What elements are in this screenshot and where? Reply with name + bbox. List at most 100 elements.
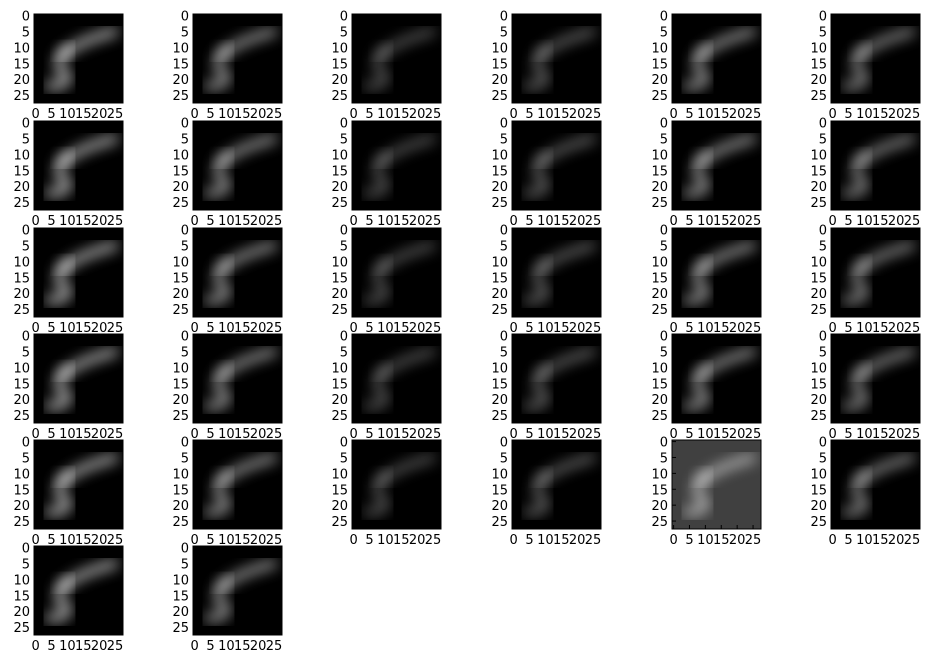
y-tick-label: 5 xyxy=(660,239,668,254)
x-tick-label: 0 xyxy=(669,107,677,122)
x-tick-label: 5 xyxy=(47,427,55,442)
x-tick-label: 25 xyxy=(904,107,921,122)
x-tick-label: 25 xyxy=(107,427,124,442)
x-tick-label: 0 xyxy=(190,214,198,229)
y-tick-label: 20 xyxy=(810,499,827,514)
x-tick-label: 5 xyxy=(685,533,693,548)
y-tick-label: 25 xyxy=(13,196,30,211)
stroke-group xyxy=(363,454,436,515)
y-tick-label: 20 xyxy=(172,73,189,88)
panel-image-background xyxy=(672,228,761,317)
x-tick-label: 10 xyxy=(537,427,554,442)
y-tick-label: 15 xyxy=(331,57,348,72)
y-tick-label: 25 xyxy=(331,409,348,424)
x-tick-label: 20 xyxy=(409,214,426,229)
x-tick-label: 15 xyxy=(234,321,251,336)
y-tick-label: 25 xyxy=(13,89,30,104)
x-tick-label: 0 xyxy=(828,427,836,442)
x-tick-label: 15 xyxy=(713,427,730,442)
x-tick-label: 15 xyxy=(872,533,889,548)
panel-frame xyxy=(671,439,762,530)
x-tick-label: 0 xyxy=(828,107,836,122)
stroke-mark xyxy=(523,44,552,89)
y-tick-label: 5 xyxy=(181,451,189,466)
y-tick-label: 5 xyxy=(500,451,508,466)
x-tick-label: 5 xyxy=(47,214,55,229)
y-tick-label: 15 xyxy=(172,57,189,72)
stroke-mark xyxy=(44,257,75,304)
y-tick-label: 20 xyxy=(331,393,348,408)
stroke-mark xyxy=(523,470,552,515)
x-tick-label: 20 xyxy=(250,107,267,122)
x-tick-label: 10 xyxy=(377,107,394,122)
y-tick-label: 10 xyxy=(172,41,189,56)
panel-frame xyxy=(33,545,124,636)
x-tick-label: 15 xyxy=(75,639,92,654)
panel-image-background xyxy=(34,228,123,317)
y-tick-label: 25 xyxy=(810,409,827,424)
y-tick-label: 10 xyxy=(172,361,189,376)
y-tick-label: 15 xyxy=(491,271,508,286)
x-tick-label: 25 xyxy=(425,533,442,548)
x-tick-label: 5 xyxy=(47,639,55,654)
y-tick-label: 0 xyxy=(660,330,668,345)
stroke-mark xyxy=(44,43,75,90)
y-tick-label: 15 xyxy=(331,271,348,286)
stroke-mark xyxy=(683,44,712,90)
x-tick-label: 25 xyxy=(107,533,124,548)
y-tick-label: 15 xyxy=(651,164,668,179)
panel-image-background xyxy=(831,228,920,317)
y-tick-label: 0 xyxy=(22,10,30,25)
y-tick-label: 20 xyxy=(331,180,348,195)
x-tick-label: 5 xyxy=(525,427,533,442)
x-tick-label: 0 xyxy=(31,639,39,654)
y-tick-label: 10 xyxy=(331,361,348,376)
y-tick-label: 15 xyxy=(13,271,30,286)
x-tick-label: 5 xyxy=(844,321,852,336)
x-tick-label: 10 xyxy=(697,427,714,442)
x-tick-label: 0 xyxy=(349,321,357,336)
x-tick-label: 20 xyxy=(250,427,267,442)
y-tick-label: 10 xyxy=(810,41,827,56)
y-tick-label: 0 xyxy=(22,224,30,239)
panel-frame xyxy=(192,333,283,424)
x-tick-label: 25 xyxy=(745,214,762,229)
y-tick-label: 10 xyxy=(651,467,668,482)
x-tick-label: 0 xyxy=(31,427,39,442)
y-tick-label: 15 xyxy=(810,271,827,286)
x-tick-label: 25 xyxy=(745,321,762,336)
y-tick-label: 0 xyxy=(660,117,668,132)
panel-frame xyxy=(830,227,921,318)
y-tick-label: 20 xyxy=(810,393,827,408)
x-tick-label: 5 xyxy=(525,533,533,548)
y-tick-label: 15 xyxy=(172,271,189,286)
stroke-mark xyxy=(44,469,75,516)
y-tick-label: 25 xyxy=(172,303,189,318)
x-tick-label: 20 xyxy=(91,639,108,654)
y-tick-label: 15 xyxy=(651,271,668,286)
stroke-mark xyxy=(842,44,871,90)
y-tick-label: 10 xyxy=(13,148,30,163)
y-tick-label: 0 xyxy=(819,330,827,345)
x-tick-label: 0 xyxy=(190,639,198,654)
y-tick-label: 0 xyxy=(500,224,508,239)
y-tick-label: 20 xyxy=(331,287,348,302)
stroke-group xyxy=(523,135,596,196)
x-tick-label: 25 xyxy=(107,214,124,229)
x-tick-label: 25 xyxy=(904,427,921,442)
panel-image-background xyxy=(193,228,282,317)
y-tick-label: 25 xyxy=(13,303,30,318)
x-tick-label: 15 xyxy=(553,107,570,122)
panel-frame xyxy=(351,227,442,318)
x-tick-label: 15 xyxy=(393,107,410,122)
x-tick-label: 25 xyxy=(585,321,602,336)
stroke-group xyxy=(204,348,278,410)
x-tick-label: 20 xyxy=(569,533,586,548)
stroke-mark xyxy=(204,258,233,304)
y-tick-label: 25 xyxy=(651,409,668,424)
